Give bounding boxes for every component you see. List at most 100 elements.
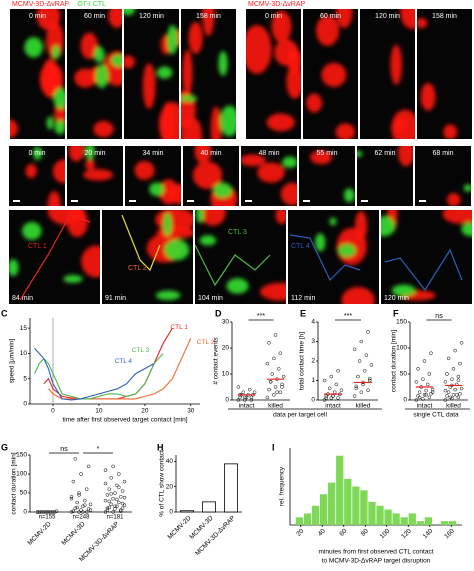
dot — [122, 495, 127, 500]
red-cell — [47, 191, 61, 206]
green-cell — [164, 239, 190, 261]
dot — [120, 489, 125, 493]
dot — [39, 510, 44, 514]
green-cell — [213, 182, 233, 199]
histogram-bar — [311, 505, 320, 525]
green-cell — [199, 235, 217, 246]
blobs — [246, 10, 301, 132]
green-cell — [157, 66, 173, 79]
time-label: 158 min — [196, 13, 221, 20]
dot — [366, 388, 370, 392]
x-tick-label: killed — [446, 403, 461, 410]
time-label: 0 min — [28, 150, 45, 157]
red-cell — [25, 163, 37, 179]
red-cell — [316, 15, 340, 46]
significance-label: * — [97, 446, 100, 453]
dot — [416, 367, 420, 371]
blobs — [310, 150, 355, 203]
dot — [354, 386, 359, 391]
y-tick-label: 150 — [396, 319, 407, 326]
red-cell — [108, 9, 122, 28]
dot — [456, 374, 461, 379]
red-cell — [167, 183, 181, 205]
dot — [322, 378, 327, 383]
dot — [109, 502, 113, 507]
dot — [272, 356, 276, 361]
red-cell — [200, 210, 226, 226]
dot — [356, 374, 360, 379]
dot — [118, 495, 123, 499]
dot — [327, 386, 332, 391]
scale-bar — [303, 200, 310, 202]
red-cell — [286, 64, 301, 99]
red-cell — [275, 210, 286, 224]
red-cell — [400, 9, 415, 29]
dot — [275, 390, 279, 394]
dot — [83, 498, 87, 503]
y-tick-label: 0 — [169, 509, 173, 516]
time-label: 84 min — [12, 295, 33, 302]
y-tick-label: 0 — [23, 509, 27, 516]
green-cell — [195, 210, 205, 224]
dot — [88, 502, 93, 507]
dot — [105, 493, 110, 497]
red-cell — [341, 286, 375, 304]
histogram-bar — [408, 513, 416, 525]
time-label: 40 min — [200, 150, 221, 157]
blobs — [124, 9, 179, 139]
blobs — [306, 9, 356, 139]
green-cell — [357, 150, 363, 158]
x-tick-label: 0 — [51, 408, 55, 415]
histogram-bar — [360, 490, 368, 525]
series-line — [47, 337, 192, 400]
red-cell — [354, 210, 368, 242]
dot — [280, 382, 284, 387]
red-cell — [257, 162, 285, 183]
tile-bg — [417, 9, 472, 139]
image-tile — [183, 146, 239, 206]
dot — [117, 485, 121, 490]
green-cell — [22, 222, 42, 240]
time-label: 120 min — [384, 295, 409, 302]
dot — [86, 464, 91, 469]
dot — [244, 395, 249, 400]
time-label: 48 min — [258, 150, 279, 157]
dot — [359, 390, 364, 394]
track — [194, 244, 271, 287]
dot — [69, 510, 74, 514]
blobs — [417, 17, 458, 139]
dot — [45, 510, 49, 514]
red-cell — [68, 146, 85, 162]
dot — [243, 398, 247, 402]
green-cell — [53, 88, 65, 110]
panel-letter: D — [215, 308, 222, 318]
dot — [243, 395, 247, 400]
red-cell — [420, 82, 436, 111]
dot — [77, 491, 81, 495]
dot — [43, 510, 47, 514]
x-tick-label: 10 — [95, 408, 103, 415]
y-tick-label: 2 — [311, 358, 315, 365]
dot — [113, 504, 117, 509]
panel-letter: F — [393, 308, 399, 318]
histogram-bar — [319, 494, 328, 525]
y-tick-label: 50 — [400, 371, 408, 378]
y-tick-label: 40 — [166, 458, 174, 465]
y-axis-label: rel. frequency — [279, 466, 286, 506]
y-axis-label: % of CTL show contact — [159, 450, 166, 517]
y-tick-label: 1 — [311, 377, 315, 384]
dot — [77, 510, 81, 514]
dot — [83, 503, 87, 507]
green-cell — [9, 259, 19, 277]
y-tick-label: 4 — [311, 319, 315, 326]
green-cell — [52, 45, 61, 60]
dot — [422, 359, 427, 363]
x-tick-label: 60 — [338, 527, 348, 537]
dot — [459, 341, 464, 345]
blobs — [195, 210, 286, 301]
red-cell — [417, 17, 428, 29]
red-cell — [80, 32, 98, 60]
green-cell — [344, 188, 355, 203]
histogram-bar — [368, 501, 376, 525]
dot — [111, 510, 115, 514]
